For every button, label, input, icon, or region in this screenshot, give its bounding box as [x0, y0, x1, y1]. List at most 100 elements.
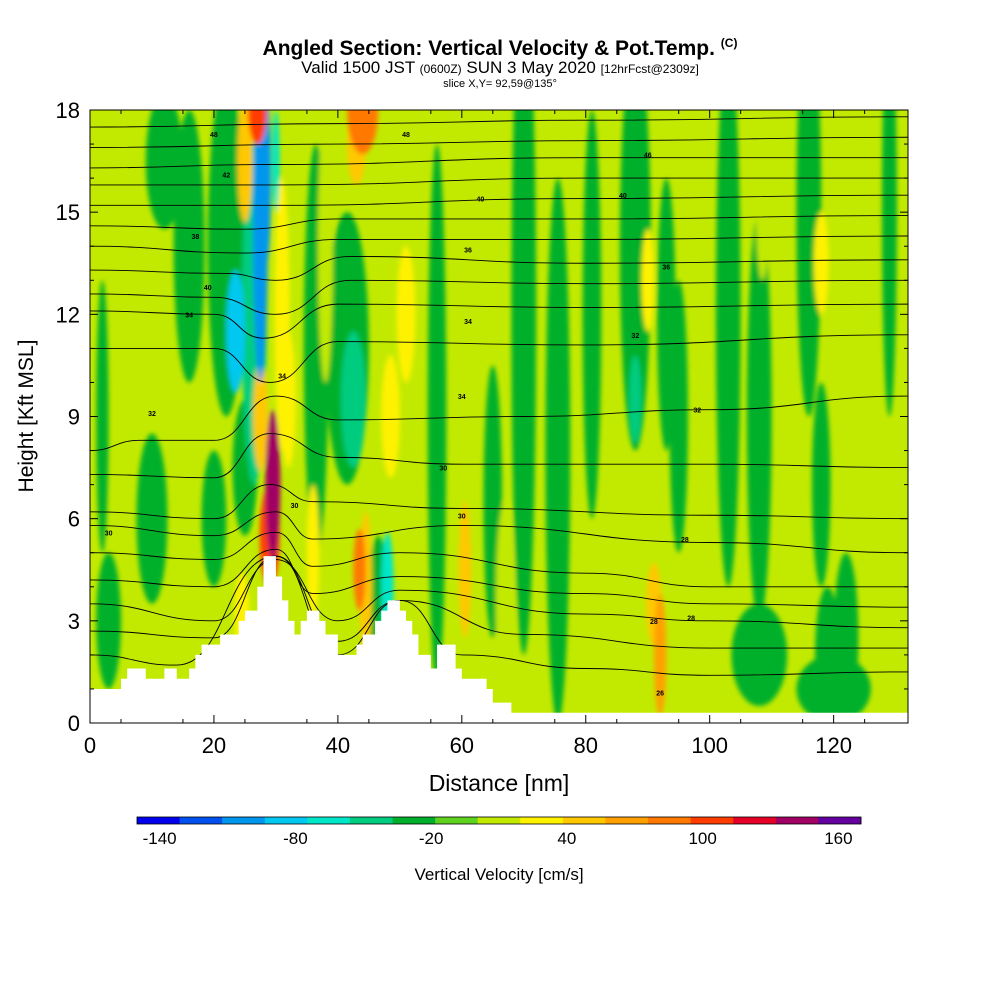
- isentrope-line: [90, 395, 908, 452]
- chart-subtitle: Valid 1500 JST (0600Z) SUN 3 May 2020 [1…: [301, 58, 699, 77]
- velocity-cell: [96, 552, 121, 689]
- colorbar-swatch: [137, 817, 181, 824]
- contour-label: 36: [662, 265, 670, 272]
- colorbar-swatch: [179, 817, 223, 824]
- velocity-cell: [347, 110, 379, 155]
- contour-label: 48: [210, 132, 218, 139]
- velocity-cell: [248, 110, 267, 145]
- x-tick-label: 100: [691, 733, 728, 758]
- colorbar-swatch: [222, 817, 266, 824]
- velocity-cell: [653, 593, 667, 717]
- contour-label: 40: [619, 193, 627, 200]
- contour-label: 26: [656, 690, 664, 697]
- y-tick-label: 15: [56, 200, 80, 225]
- colorbar-swatch: [775, 817, 819, 824]
- velocity-cell: [641, 229, 654, 332]
- contour-label: 28: [681, 537, 689, 544]
- colorbar-swatch: [264, 817, 308, 824]
- isentrope-line: [90, 555, 908, 676]
- isentrope-line: [90, 531, 908, 588]
- isentrope-line: [90, 235, 908, 254]
- x-axis-label: Distance [nm]: [429, 770, 570, 796]
- y-tick-label: 9: [68, 405, 80, 430]
- isentrope-line: [90, 177, 908, 186]
- velocity-cell: [629, 355, 642, 444]
- colorbar-tick-label: -140: [143, 829, 177, 848]
- velocity-cell: [495, 501, 515, 706]
- velocity-cell: [815, 586, 840, 723]
- title-suffix: (C): [720, 36, 738, 50]
- velocity-cell: [545, 178, 571, 723]
- velocity-cell: [381, 355, 400, 478]
- y-tick-label: 12: [56, 302, 80, 327]
- contour-label: 30: [458, 513, 466, 520]
- x-tick-label: 60: [450, 733, 474, 758]
- colorbar-swatch: [477, 817, 521, 824]
- velocity-cell: [252, 362, 268, 471]
- colorbar-swatch: [349, 817, 394, 824]
- colorbar-swatch: [435, 817, 479, 824]
- velocity-cell: [715, 110, 741, 587]
- velocity-cell: [833, 552, 859, 723]
- isentrope-line: [90, 555, 908, 649]
- isentropes: [90, 116, 908, 676]
- x-tick-label: 40: [326, 733, 350, 758]
- x-tick-label: 20: [202, 733, 226, 758]
- velocity-cell: [252, 110, 268, 383]
- velocity-cell: [353, 528, 366, 611]
- velocity-cell: [458, 501, 472, 638]
- contour-label: 34: [278, 374, 286, 381]
- contour-label: 34: [458, 394, 466, 401]
- y-tick-label: 18: [56, 98, 80, 123]
- contour-label: 30: [439, 466, 447, 473]
- velocity-cell: [427, 144, 447, 689]
- contour-label: 32: [693, 408, 701, 415]
- colorbar-swatch: [733, 817, 777, 824]
- velocity-cell: [340, 331, 366, 468]
- velocity-cell: [731, 603, 788, 706]
- velocity-cell: [136, 433, 168, 604]
- velocity-cell: [455, 263, 475, 502]
- colorbar-tick-label: 40: [557, 829, 576, 848]
- isentrope-line: [90, 303, 908, 339]
- contour-label: 32: [631, 333, 639, 340]
- colorbar-swatch: [562, 817, 606, 824]
- subtitle-utc: (0600Z): [419, 62, 462, 76]
- velocity-cell: [746, 212, 772, 621]
- contour-label: 34: [464, 319, 472, 326]
- contour-label: 48: [402, 132, 410, 139]
- contour-label: 32: [148, 411, 156, 418]
- velocity-cell: [582, 110, 602, 519]
- subtitle-forecast: [12hrFcst@2309z]: [600, 62, 699, 76]
- y-tick-label: 6: [68, 507, 80, 532]
- isentrope-line: [90, 559, 908, 629]
- contour-label: 28: [687, 615, 695, 622]
- velocity-cell: [280, 331, 296, 468]
- contour-label: 34: [185, 312, 193, 319]
- contour-label: 40: [204, 285, 212, 292]
- colorbar-swatch: [605, 817, 649, 824]
- colorbar-swatch: [648, 817, 692, 824]
- isentrope-line: [90, 215, 908, 230]
- chart-slice-info: slice X,Y= 92,59@135°: [443, 78, 557, 90]
- velocity-cell: [226, 270, 245, 393]
- isentrope-line: [90, 484, 908, 520]
- contour-labels: 48 48 46 42 40 40 38 36 36 40 34 34 32 34 34 32 32 30 30 30…: [105, 132, 702, 698]
- colorbar-label: Vertical Velocity [cm/s]: [414, 865, 583, 884]
- velocity-cell: [318, 110, 333, 383]
- isentrope-line: [90, 279, 908, 315]
- velocity-cell: [881, 110, 897, 417]
- y-axis-label: Height [Kft MSL]: [15, 340, 38, 493]
- colorbar-frame: [136, 816, 862, 825]
- contour-label: 30: [291, 503, 299, 510]
- velocity-cell: [811, 382, 831, 587]
- contour-label: 46: [644, 152, 652, 159]
- velocity-cell: [237, 110, 253, 223]
- colorbar: -140 -80 -20 40 100 160: [136, 816, 862, 848]
- contour-label: 28: [650, 619, 658, 626]
- velocity-cell: [796, 110, 822, 417]
- velocity-cell: [619, 110, 651, 451]
- isentrope-line: [90, 157, 908, 169]
